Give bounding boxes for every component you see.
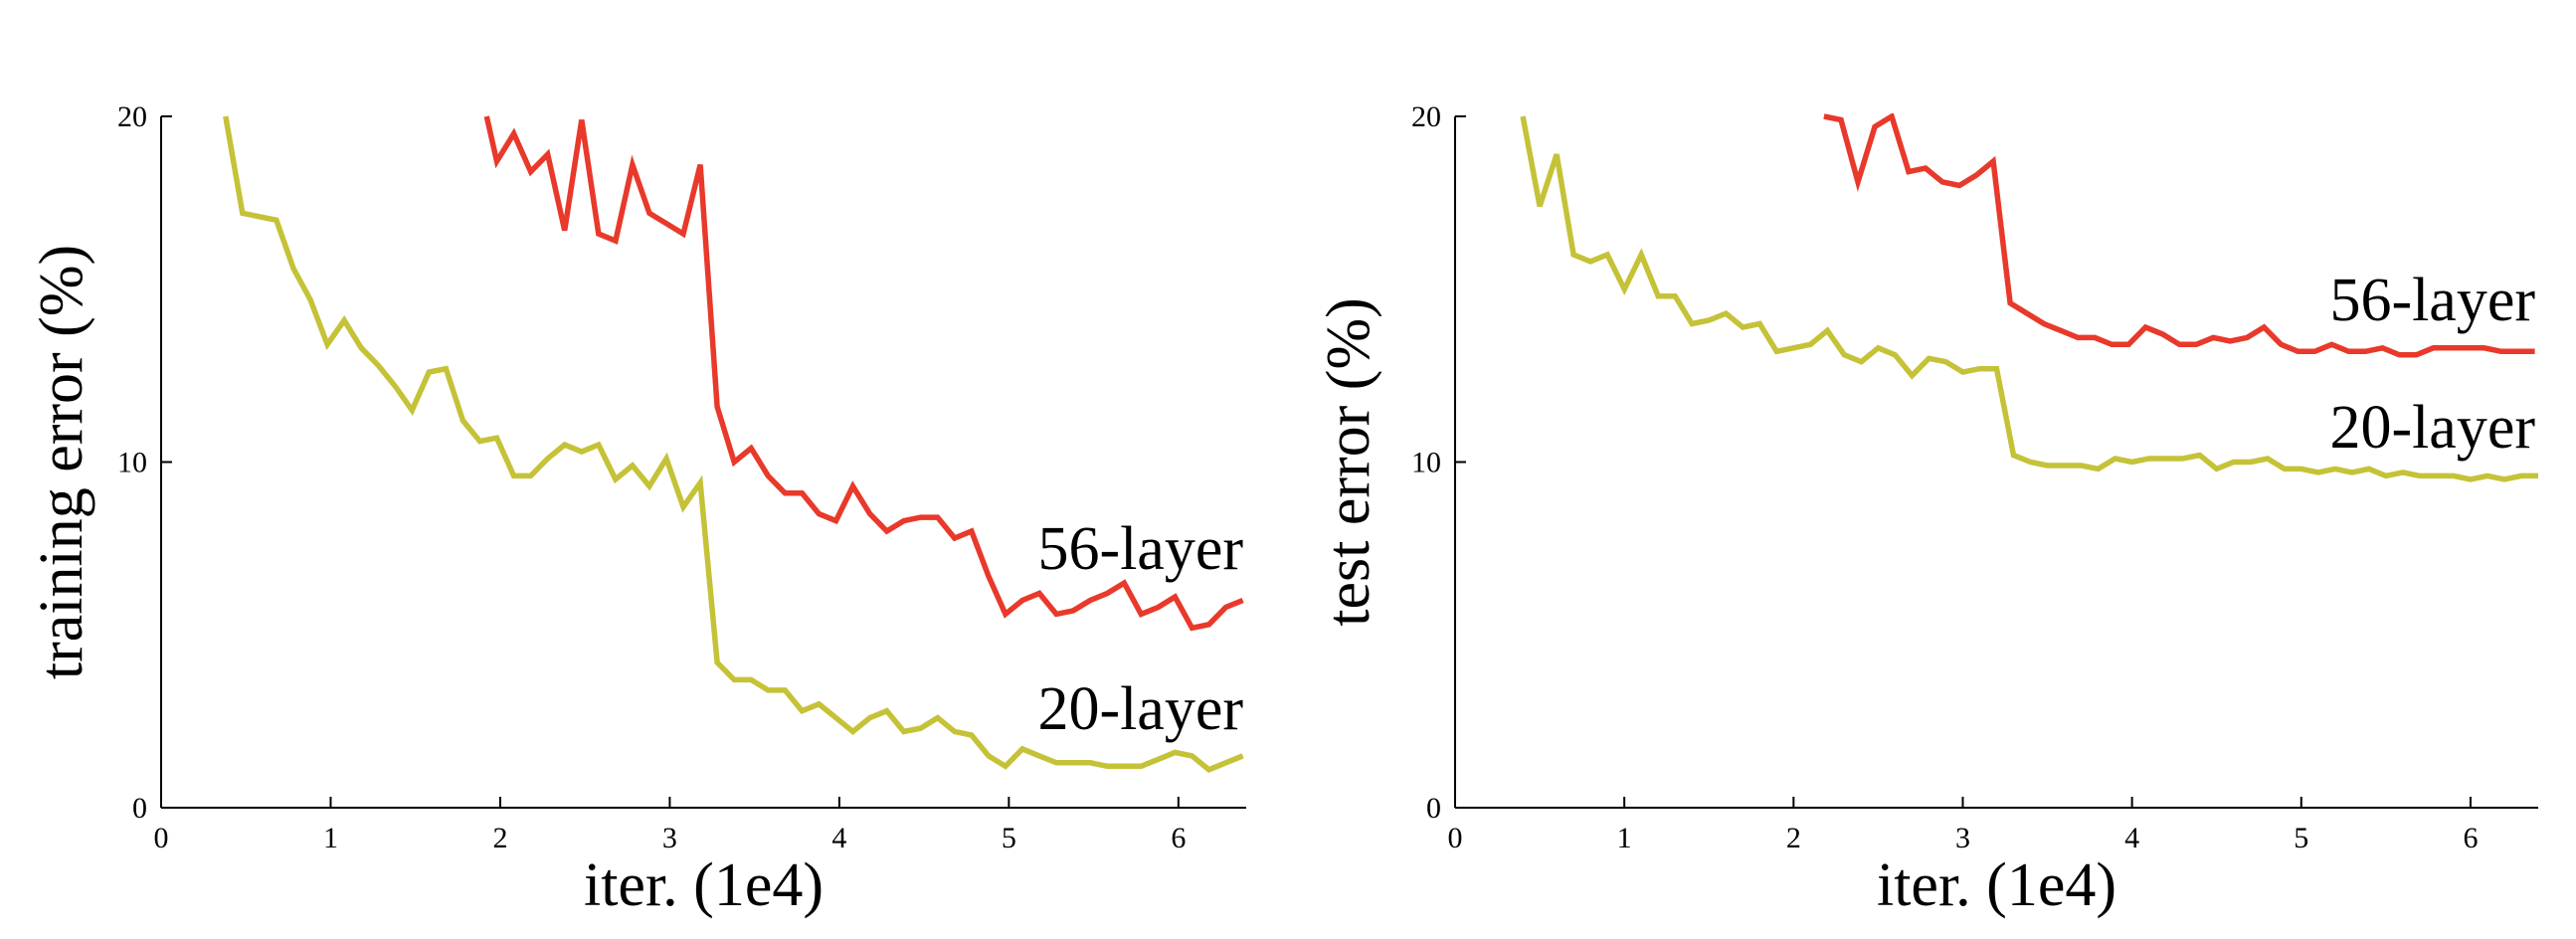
training-error-x-tick-label: 5: [1002, 822, 1016, 854]
test-error-x-tick-label: 6: [2463, 822, 2478, 854]
test-error-series-20-layer-label: 20-layer: [2329, 394, 2535, 462]
test-error-y-axis-label: test error (%): [1315, 297, 1382, 627]
test-error-x-axis-label: iter. (1e4): [1877, 851, 2116, 919]
test-error-y-tick-label: 10: [1411, 447, 1441, 479]
training-error-x-tick-label: 0: [154, 822, 169, 854]
test-error-x-tick-label: 5: [2294, 822, 2308, 854]
training-error-y-tick-label: 20: [117, 100, 147, 133]
training-error-series-56-layer-line: [483, 115, 1244, 632]
training-error-chart: 0 1 2 3 4 5 6 0 10 20 iter. (1e4) training error (%…: [28, 100, 1246, 919]
training-error-series-56-layer-label: 56-layer: [1037, 515, 1243, 583]
test-error-series-20-layer-line: [1520, 115, 2538, 482]
test-error-series-56-layer-label: 56-layer: [2329, 267, 2535, 334]
training-error-x-axis-label: iter. (1e4): [584, 851, 824, 919]
training-error-y-axis-label: training error (%): [28, 245, 95, 679]
test-error-x-tick-label: 0: [1448, 822, 1463, 854]
training-error-series-20-layer-label: 20-layer: [1037, 675, 1243, 743]
training-error-series-20-layer-line: [223, 115, 1244, 773]
test-error-y-tick-label: 20: [1411, 100, 1441, 133]
training-error-x-tick-label: 3: [662, 822, 677, 854]
training-error-x-tick-label: 6: [1171, 822, 1186, 854]
test-error-chart: 0 1 2 3 4 5 6 0 10 20 iter. (1e4) test error (%) 56-…: [1315, 100, 2538, 919]
test-error-series-56-layer-line: [1823, 113, 2535, 358]
test-error-x-tick-label: 4: [2124, 822, 2139, 854]
test-error-y-tick-label: 0: [1426, 792, 1441, 825]
test-error-x-tick-label: 2: [1786, 822, 1801, 854]
test-error-x-tick-label: 1: [1617, 822, 1632, 854]
training-error-x-tick-label: 4: [831, 822, 846, 854]
test-error-x-tick-label: 3: [1955, 822, 1970, 854]
training-error-x-tick-label: 2: [492, 822, 507, 854]
training-error-y-tick-label: 10: [117, 447, 147, 479]
training-error-x-tick-label: 1: [323, 822, 338, 854]
training-error-y-tick-label: 0: [132, 792, 147, 825]
